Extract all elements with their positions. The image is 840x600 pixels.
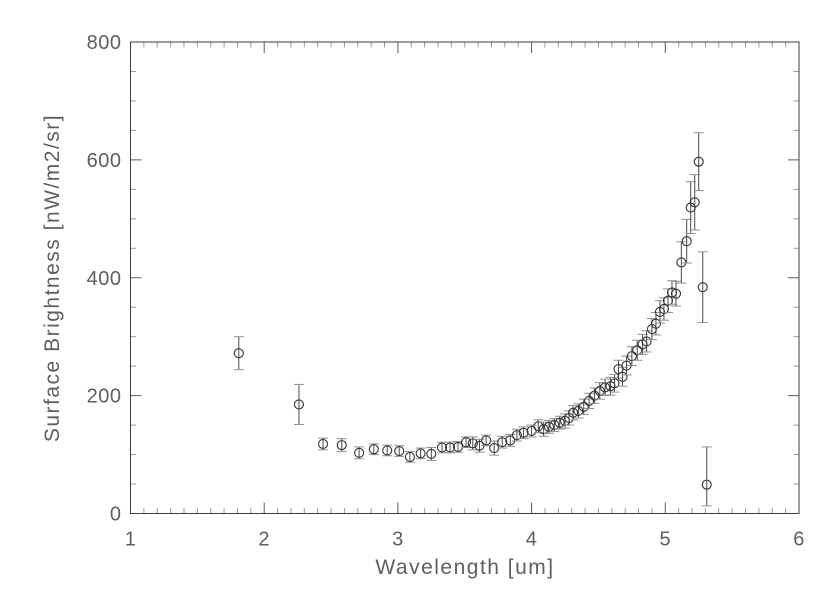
data-point-marker: [354, 447, 365, 458]
data-point-marker: [336, 440, 347, 451]
data-point-marker: [481, 435, 492, 446]
data-point-marker: [578, 401, 589, 412]
data-point-marker: [293, 399, 305, 410]
data-point-marker: [584, 395, 595, 406]
data-point-marker: [415, 448, 426, 459]
data-point-marker: [670, 288, 682, 299]
data-point-marker: [689, 197, 700, 208]
y-tick-label: 800: [87, 32, 122, 54]
x-tick-label: 5: [659, 529, 671, 551]
data-point-marker: [426, 448, 437, 460]
data-point-marker: [681, 236, 692, 247]
y-tick-label: 0: [110, 504, 122, 526]
data-point-marker: [233, 348, 244, 359]
y-axis-title: Surface Brightness [nW/m2/sr]: [41, 113, 64, 443]
x-tick-label: 1: [125, 529, 137, 551]
data-point-marker: [436, 442, 448, 453]
data-point-marker: [467, 438, 478, 449]
data-point-marker: [497, 437, 508, 448]
data-point-marker: [505, 435, 516, 446]
data-point-marker: [650, 318, 661, 329]
data-point-marker: [641, 336, 652, 347]
data-point-marker: [518, 427, 529, 438]
data-point-marker: [609, 378, 620, 389]
x-tick-label: 2: [258, 529, 270, 551]
data-point-marker: [368, 444, 379, 455]
data-point-marker: [511, 430, 522, 441]
data-point-marker: [617, 371, 628, 382]
data-point-marker: [382, 445, 393, 456]
data-point-marker: [526, 425, 537, 437]
data-point-marker: [453, 441, 464, 452]
data-point-marker: [676, 257, 687, 268]
plot-frame: [130, 41, 800, 514]
x-axis-title: Wavelength [um]: [375, 556, 555, 579]
data-point-marker: [626, 351, 637, 362]
data-point-marker: [538, 424, 549, 435]
data-point-marker: [394, 445, 405, 457]
y-tick-label: 200: [87, 386, 122, 408]
y-tick-label: 600: [87, 150, 122, 172]
data-point-marker: [600, 382, 611, 393]
data-point-marker: [594, 385, 605, 396]
x-tick-label: 6: [793, 529, 805, 551]
data-point-marker: [701, 479, 712, 490]
data-point-marker: [317, 438, 329, 450]
data-point-marker: [444, 442, 456, 453]
data-point-marker: [554, 417, 565, 428]
data-point-marker: [567, 407, 579, 418]
data-point-marker: [632, 345, 643, 356]
data-point-marker: [533, 421, 544, 432]
data-point-marker: [697, 282, 708, 293]
x-tick-label: 3: [392, 529, 404, 551]
x-tick-label: 4: [526, 529, 538, 551]
data-point-marker: [693, 156, 704, 167]
data-point-marker: [461, 437, 472, 448]
data-point-marker: [549, 420, 560, 431]
data-point-marker: [543, 421, 555, 432]
y-tick-label: 400: [87, 268, 122, 290]
data-point-marker: [404, 451, 415, 462]
